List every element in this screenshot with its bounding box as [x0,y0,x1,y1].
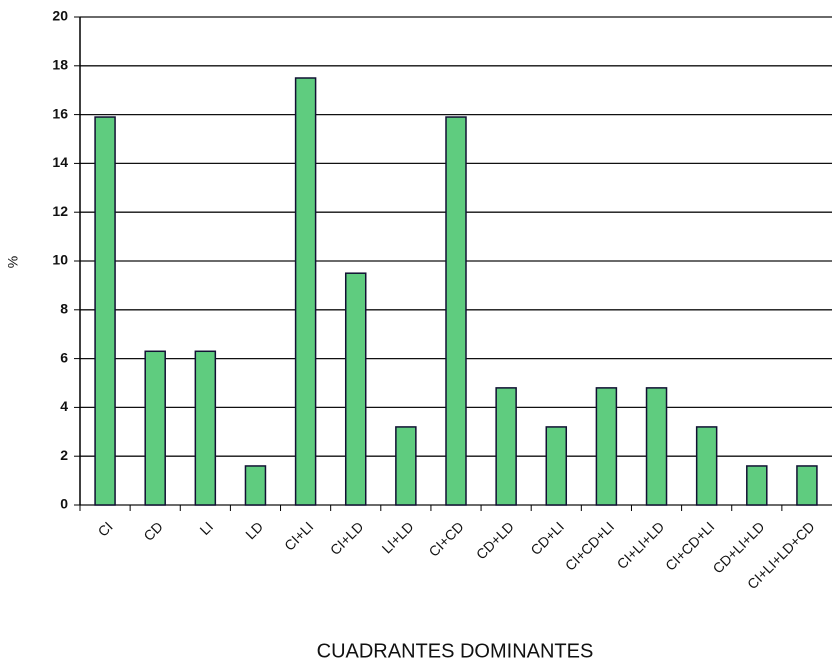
y-tick-label: 2 [60,447,68,463]
y-tick-label: 14 [52,154,68,170]
x-tick-label: CI+LI+LD [614,518,668,572]
bar [395,426,417,506]
x-tick-label: CD+LD [473,518,517,562]
y-tick-label: 6 [60,349,68,365]
x-tick-label: CI+CD [425,518,466,559]
y-tick-label: 8 [60,301,68,317]
bar [495,387,517,506]
x-axis-label: CUADRANTES DOMINANTES [317,640,594,662]
bar [746,465,768,506]
bar [244,465,267,506]
y-tick-label: 18 [52,57,68,73]
bar [445,116,467,506]
y-tick-label: 0 [60,496,68,512]
x-tick-label: LI [196,518,216,538]
bar [294,77,317,506]
x-tick-label: LI+LD [379,518,417,556]
y-axis-label: % [5,256,21,268]
x-tick-label: CI+LD [327,518,367,558]
x-tick-label: CI [95,518,116,539]
x-tick-label: LD [242,518,266,542]
x-tick-label: CI+CD+LI [562,518,617,573]
bar [194,350,217,506]
bar [595,387,618,506]
y-tick-label: 10 [52,252,68,268]
bar [645,387,668,506]
bar [695,426,718,506]
bar [344,272,367,506]
bar [94,116,116,506]
x-tick-label: CD [140,518,166,544]
y-tick-label: 4 [60,398,68,414]
x-tick-label: CI+LI [281,518,316,553]
bar [545,426,568,506]
y-tick-label: 12 [52,203,68,219]
bar [796,465,818,506]
y-tick-label: 20 [52,8,68,24]
x-tick-label: CD+LI [527,518,567,558]
y-tick-label: 16 [52,105,68,121]
bar [144,350,166,506]
